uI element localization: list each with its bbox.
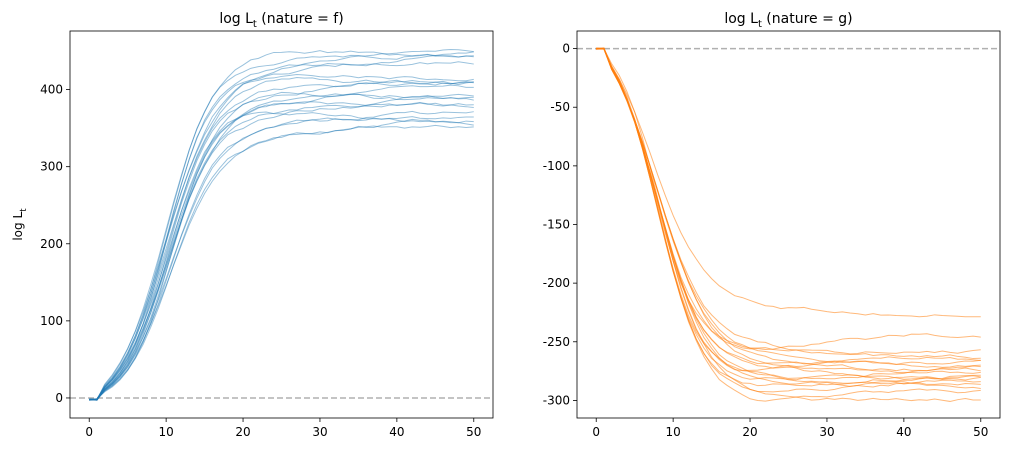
y-tick-label: 0	[55, 391, 63, 405]
series-line	[596, 47, 981, 387]
x-tick-label: 0	[592, 425, 600, 439]
y-tick-label: -250	[543, 335, 570, 349]
chart-nature-g: 0 10 20 30 40 50 0 -50 -100 -150 -200 -250 -300 log L…	[543, 11, 1001, 439]
y-tick-label: -150	[543, 218, 570, 232]
y-tick-label: 300	[40, 160, 63, 174]
title-subscript: t	[253, 19, 257, 30]
series-line	[596, 47, 981, 318]
series-line	[89, 95, 474, 401]
y-tick-label: -100	[543, 159, 570, 173]
series-line	[596, 48, 981, 393]
series-line	[89, 101, 474, 401]
series-line	[596, 47, 981, 381]
x-tick-label: 0	[85, 425, 93, 439]
x-tick-label: 50	[973, 425, 988, 439]
x-tick-label: 10	[158, 425, 173, 439]
series-line	[89, 50, 474, 401]
series-line	[89, 118, 474, 401]
x-tick-label: 20	[235, 425, 250, 439]
series-line	[596, 47, 981, 390]
series-line	[89, 79, 474, 401]
series-line	[596, 47, 981, 402]
series-line	[596, 48, 981, 365]
y-tick-label: -300	[543, 393, 570, 407]
title-rest: (nature = g)	[762, 11, 853, 27]
series-line	[596, 48, 981, 351]
series-line	[596, 47, 981, 374]
series-line	[596, 47, 981, 360]
chart-title: log Lt (nature = f)	[219, 11, 343, 30]
x-tick-label: 30	[819, 425, 834, 439]
series-line	[596, 48, 981, 380]
chart-title: log Lt (nature = g)	[724, 11, 852, 30]
x-tick-label: 20	[742, 425, 757, 439]
series-line	[89, 76, 474, 401]
series-line	[596, 47, 981, 402]
series-line	[89, 51, 474, 401]
series-line	[89, 74, 474, 401]
x-tick-label: 50	[466, 425, 481, 439]
y-tick-label: 100	[40, 314, 63, 328]
y-tick-label: -50	[550, 100, 570, 114]
series-line	[89, 49, 474, 401]
y-tick-label: 400	[40, 83, 63, 97]
y-axis-label-main: log L	[11, 212, 25, 241]
title-subscript: t	[758, 19, 762, 30]
x-tick-label: 10	[665, 425, 680, 439]
y-tick-label: 200	[40, 237, 63, 251]
title-main: log L	[724, 11, 758, 27]
y-tick-label: -200	[543, 276, 570, 290]
series-line	[89, 101, 474, 401]
plot-frame	[69, 30, 494, 419]
series-line	[89, 61, 474, 400]
series-line	[89, 111, 474, 401]
x-tick-label: 40	[389, 425, 404, 439]
series-line	[596, 47, 981, 381]
title-rest: (nature = f)	[257, 11, 344, 27]
series-line	[596, 48, 981, 387]
series-line	[89, 124, 474, 401]
x-tick-label: 40	[896, 425, 911, 439]
series-line	[89, 116, 474, 400]
series-line	[89, 110, 474, 401]
series-line	[596, 47, 981, 372]
plot-frame	[576, 30, 1001, 419]
x-tick-label: 30	[312, 425, 327, 439]
series-line	[89, 91, 474, 401]
title-main: log L	[219, 11, 253, 27]
y-axis-label: log Lt	[11, 208, 29, 241]
y-tick-label: 0	[562, 42, 570, 56]
y-axis-label-subscript: t	[19, 208, 29, 212]
series-line	[89, 81, 474, 400]
series-line	[89, 93, 474, 401]
series-line	[89, 84, 474, 401]
series-line	[89, 55, 474, 401]
series-line	[596, 48, 981, 371]
series-line	[596, 47, 981, 368]
